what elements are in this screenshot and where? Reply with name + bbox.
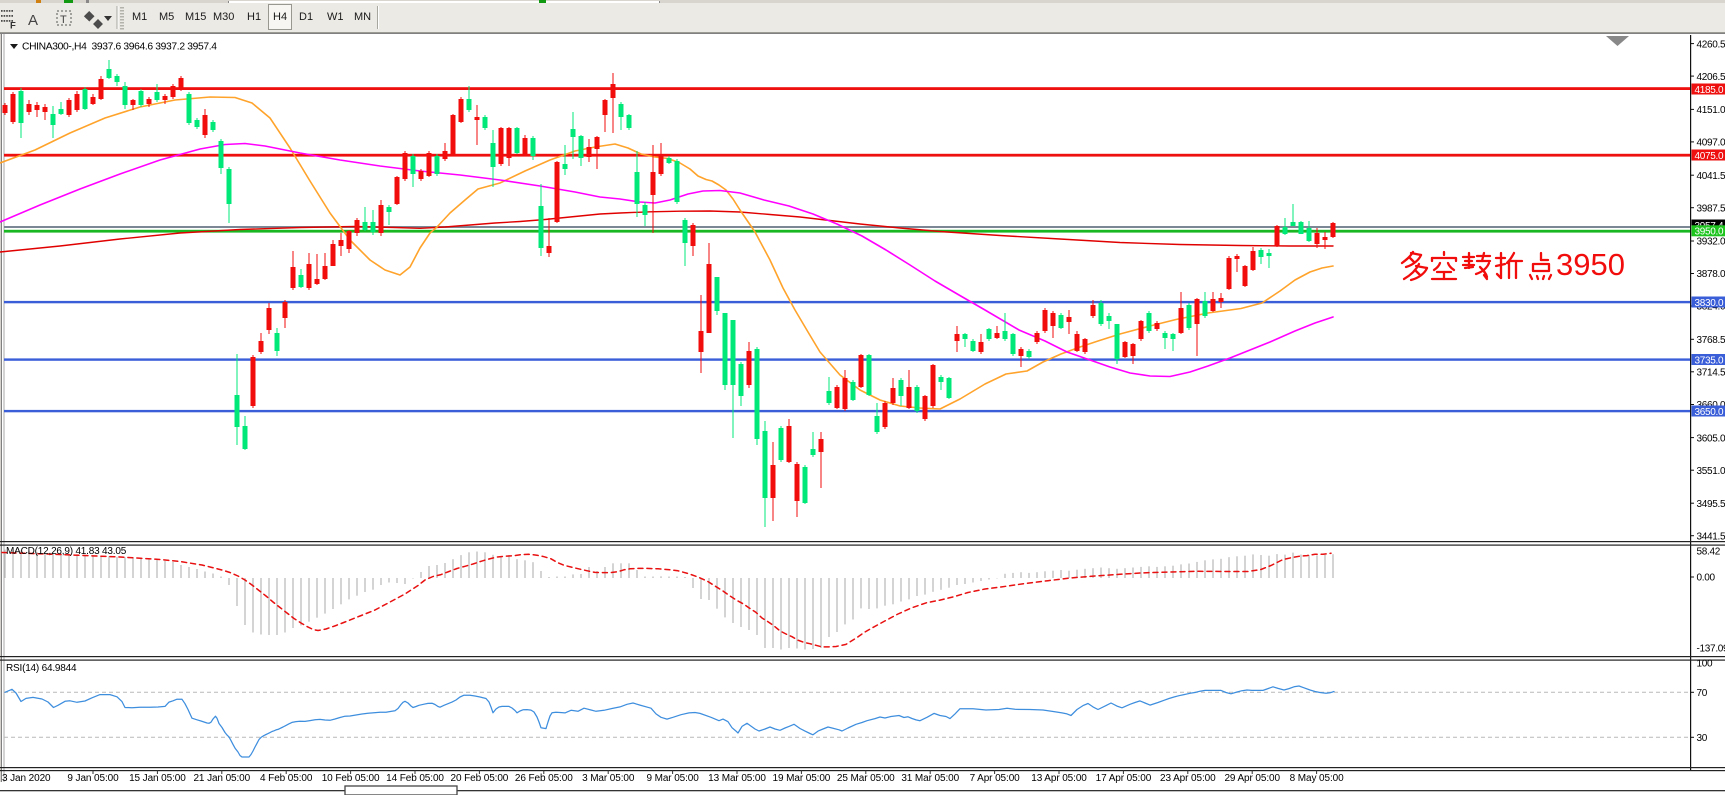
svg-text:-137.09: -137.09	[1697, 644, 1725, 655]
svg-text:10 Feb 05:00: 10 Feb 05:00	[322, 773, 380, 784]
svg-text:3 Mar 05:00: 3 Mar 05:00	[582, 773, 635, 784]
svg-text:17 Apr 05:00: 17 Apr 05:00	[1096, 773, 1152, 784]
svg-text:3 Jan 2020: 3 Jan 2020	[2, 773, 51, 784]
svg-text:19 Mar 05:00: 19 Mar 05:00	[773, 773, 831, 784]
svg-text:4151.0: 4151.0	[1697, 105, 1725, 116]
svg-text:4260.5: 4260.5	[1697, 39, 1725, 50]
svg-text:15 Jan 05:00: 15 Jan 05:00	[129, 773, 186, 784]
svg-text:3932.0: 3932.0	[1697, 237, 1725, 248]
svg-text:3650.0: 3650.0	[1695, 407, 1725, 418]
svg-text:3768.5: 3768.5	[1697, 335, 1725, 346]
svg-text:100: 100	[1697, 659, 1714, 670]
svg-text:3987.5: 3987.5	[1697, 203, 1725, 214]
svg-text:25 Mar 05:00: 25 Mar 05:00	[837, 773, 895, 784]
svg-text:3714.5: 3714.5	[1697, 368, 1725, 379]
svg-text:70: 70	[1697, 688, 1708, 699]
svg-text:MACD(12,26,9) 41.83 43.05: MACD(12,26,9) 41.83 43.05	[6, 546, 127, 557]
svg-text:3495.5: 3495.5	[1697, 499, 1725, 510]
svg-text:29 Apr 05:00: 29 Apr 05:00	[1224, 773, 1280, 784]
svg-text:14 Feb 05:00: 14 Feb 05:00	[386, 773, 444, 784]
svg-text:8 May 05:00: 8 May 05:00	[1290, 773, 1344, 784]
svg-text:31 Mar 05:00: 31 Mar 05:00	[901, 773, 959, 784]
svg-text:3735.0: 3735.0	[1695, 355, 1725, 366]
svg-text:23 Apr 05:00: 23 Apr 05:00	[1160, 773, 1216, 784]
svg-text:3830.0: 3830.0	[1695, 298, 1725, 309]
svg-text:7 Apr 05:00: 7 Apr 05:00	[970, 773, 1021, 784]
svg-text:30: 30	[1697, 733, 1708, 744]
svg-text:4206.5: 4206.5	[1697, 72, 1725, 83]
svg-text:13 Mar 05:00: 13 Mar 05:00	[708, 773, 766, 784]
svg-text:F: F	[10, 21, 16, 32]
svg-text:3441.5: 3441.5	[1697, 531, 1725, 542]
svg-text:T: T	[60, 14, 67, 26]
svg-text:3950.0: 3950.0	[1695, 227, 1725, 238]
svg-text:4185.0: 4185.0	[1695, 85, 1725, 96]
svg-text:9 Jan 05:00: 9 Jan 05:00	[67, 773, 119, 784]
svg-text:20 Feb 05:00: 20 Feb 05:00	[451, 773, 509, 784]
svg-text:4075.0: 4075.0	[1695, 151, 1725, 162]
svg-text:CHINA300-,H4 3937.6 3964.6 39: CHINA300-,H4 3937.6 3964.6 3937.2 3957.4	[22, 42, 217, 53]
svg-text:3551.0: 3551.0	[1697, 466, 1725, 477]
svg-text:3878.0: 3878.0	[1697, 269, 1725, 280]
svg-text:3950: 3950	[1556, 247, 1625, 282]
svg-text:4041.5: 4041.5	[1697, 171, 1725, 182]
svg-text:3605.0: 3605.0	[1697, 433, 1725, 444]
svg-text:4097.0: 4097.0	[1697, 138, 1725, 149]
svg-text:13 Apr 05:00: 13 Apr 05:00	[1031, 773, 1087, 784]
svg-text:4 Feb 05:00: 4 Feb 05:00	[260, 773, 313, 784]
svg-text:9 Mar 05:00: 9 Mar 05:00	[646, 773, 699, 784]
svg-text:A: A	[28, 12, 38, 29]
svg-text:21 Jan 05:00: 21 Jan 05:00	[193, 773, 250, 784]
svg-text:0.00: 0.00	[1697, 573, 1716, 584]
svg-text:58.42: 58.42	[1697, 547, 1721, 558]
svg-text:26 Feb 05:00: 26 Feb 05:00	[515, 773, 573, 784]
svg-text:RSI(14) 64.9844: RSI(14) 64.9844	[6, 663, 77, 674]
